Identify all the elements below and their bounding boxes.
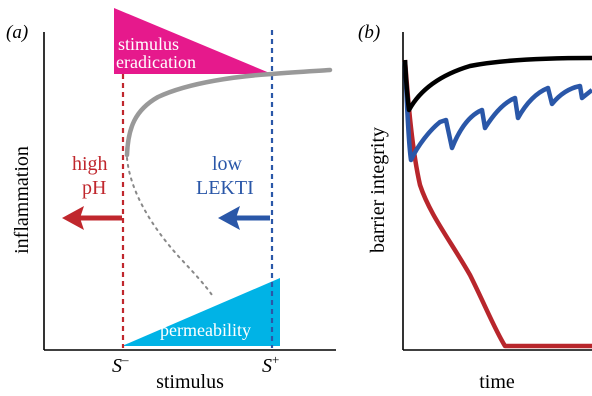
s-minus-sup: –	[121, 352, 129, 367]
stimulus-eradication-line2: eradication	[116, 52, 196, 72]
blue-integrity-curve	[402, 61, 592, 163]
permeability-label: permeability	[160, 320, 251, 340]
stimulus-eradication-triangle	[114, 8, 272, 74]
high-ph-line2: pH	[82, 177, 106, 199]
black-integrity-curve	[402, 55, 592, 113]
high-ph-arrow-head	[62, 206, 84, 230]
panel-a-label: (a)	[6, 22, 28, 43]
stable-branch-curve	[124, 67, 333, 158]
panel-b-ylabel: barrier integrity	[367, 127, 389, 253]
permeability-triangle	[122, 278, 280, 346]
panel-a-xlabel: stimulus	[156, 371, 224, 393]
unstable-branch-curve	[126, 157, 213, 296]
s-plus-base: S	[262, 355, 272, 377]
red-integrity-curve	[402, 59, 592, 349]
panel-b-xlabel: time	[479, 371, 515, 393]
panel-a-ylabel: inflammation	[11, 146, 33, 254]
low-lekti-line1: low	[212, 153, 243, 175]
panel-b-label: (b)	[358, 22, 380, 43]
s-minus-label: S–	[112, 352, 129, 377]
high-ph-line1: high	[72, 153, 108, 175]
s-plus-sup: +	[272, 352, 279, 367]
s-minus-base: S	[112, 355, 122, 377]
s-plus-label: S+	[262, 352, 279, 377]
stimulus-eradication-line1: stimulus	[118, 34, 179, 54]
low-lekti-arrow-head	[218, 206, 240, 230]
low-lekti-line2: LEKTI	[196, 177, 254, 199]
